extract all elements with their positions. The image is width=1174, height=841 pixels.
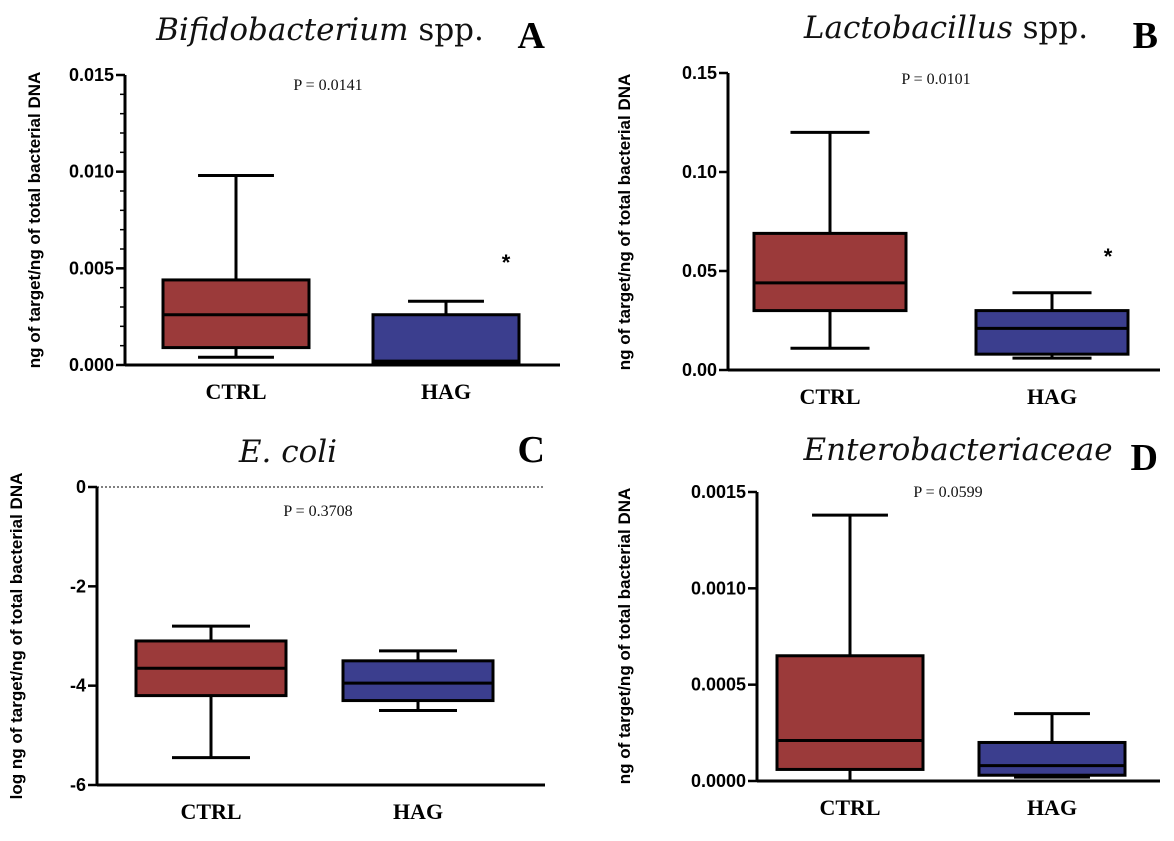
panel-C-box-ctrl (134, 624, 288, 760)
panel-A: Bifidobacterium spp. A P = 0.0141 ng of tar… (25, 12, 560, 404)
panel-C-category-label: HAG (393, 799, 443, 824)
panel-D-category-label: CTRL (819, 795, 880, 820)
panel-C-title-taxon: E. coli (238, 434, 337, 470)
panel-A-box-hag (371, 299, 521, 367)
panel-C-letter: C (518, 429, 545, 471)
box-iqr (977, 740, 1127, 777)
panel-B-category-label: CTRL (799, 384, 860, 409)
panel-B-ylabel: ng of target/ng of total bacterial DNA (615, 74, 634, 371)
panel-C-category-label: CTRL (180, 799, 241, 824)
panel-C-ytick-label: -4 (70, 676, 86, 696)
panel-A-ytick-label: 0.015 (69, 65, 114, 85)
panel-A-ylabel: ng of target/ng of total bacterial DNA (25, 72, 44, 369)
panel-C-ytick-label: -2 (70, 576, 86, 596)
panel-B-title: Lactobacillus spp. (803, 10, 1088, 46)
panel-B-ytick-label: 0.15 (682, 63, 717, 83)
panel-D-box-hag (977, 712, 1127, 779)
panel-B-pvalue: P = 0.0101 (901, 71, 970, 88)
panel-B-letter: B (1133, 15, 1158, 57)
panel-C-title: E. coli (238, 434, 337, 470)
panel-C-ylabel: log ng of target/ng of total bacterial D… (7, 473, 26, 800)
box-iqr (752, 231, 908, 313)
panel-D-pvalue: P = 0.0599 (913, 484, 982, 501)
panel-A-significance-star: * (502, 250, 511, 275)
panel-D-ytick-label: 0.0000 (691, 771, 746, 791)
panel-D-box-ctrl (775, 513, 925, 783)
panel-A-title-taxon: Bifidobacterium (155, 12, 408, 48)
panel-A-category-label: HAG (421, 379, 471, 404)
panel-D: Enterobacteriaceae D P = 0.0599 ng of targe… (615, 432, 1160, 820)
panel-C-ytick-label: 0 (76, 477, 86, 497)
panel-D-title-taxon: Enterobacteriaceae (802, 432, 1112, 468)
panel-B-title-taxon: Lactobacillus (803, 10, 1013, 46)
panel-B-category-label: HAG (1027, 384, 1077, 409)
panel-B-box-ctrl (752, 130, 908, 350)
panel-D-ytick-label: 0.0010 (691, 578, 746, 598)
panel-D-ytick-label: 0.0015 (691, 482, 746, 502)
panel-D-ylabel: ng of target/ng of total bacterial DNA (615, 488, 634, 785)
panel-B: Lactobacillus spp. B P = 0.0101 ng of targe… (615, 10, 1160, 409)
panel-D-category-label: HAG (1027, 795, 1077, 820)
panel-B-box-hag (974, 291, 1130, 360)
panel-C-pvalue: P = 0.3708 (283, 503, 352, 520)
panel-C-ytick-label: -6 (70, 775, 86, 795)
panel-A-title: Bifidobacterium spp. (155, 12, 484, 48)
panel-A-letter: A (518, 15, 546, 57)
panel-A-category-label: CTRL (205, 379, 266, 404)
panel-D-ytick-label: 0.0005 (691, 675, 746, 695)
panel-B-ytick-label: 0.00 (682, 360, 717, 380)
panel-A-pvalue: P = 0.0141 (293, 77, 362, 94)
box-iqr (341, 659, 495, 703)
panel-A-ytick-label: 0.010 (69, 162, 114, 182)
panel-D-title: Enterobacteriaceae (802, 432, 1112, 468)
box-iqr (974, 309, 1130, 356)
panel-C-box-hag (341, 649, 495, 712)
panel-C: E. coli C P = 0.3708 log ng of target/ng of… (7, 429, 545, 824)
box-iqr (775, 654, 925, 771)
panel-B-title-suffix: spp. (1013, 10, 1088, 46)
panel-B-significance-star: * (1104, 244, 1113, 269)
panel-A-ytick-label: 0.000 (69, 355, 114, 375)
panel-A-title-suffix: spp. (409, 12, 484, 48)
panel-B-ytick-label: 0.05 (682, 261, 717, 281)
panel-B-ytick-label: 0.10 (682, 162, 717, 182)
panel-A-box-ctrl (161, 174, 311, 359)
box-iqr (371, 313, 521, 365)
panel-A-ytick-label: 0.005 (69, 258, 114, 278)
panel-D-letter: D (1131, 437, 1158, 479)
